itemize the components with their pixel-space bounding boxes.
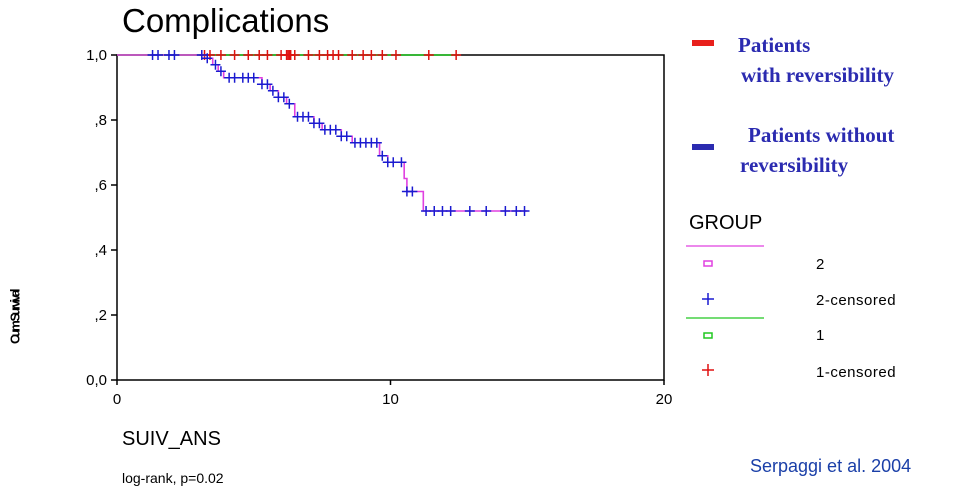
censor-mark-2-3	[169, 50, 180, 60]
legend-nonreversible-line1: Patients without	[748, 123, 895, 147]
censor-mark-1-3	[229, 50, 240, 60]
x-tick-label-1: 10	[382, 391, 399, 408]
censor-mark-1-21	[377, 50, 388, 60]
censor-mark-2-45	[481, 206, 492, 216]
legend-swatch-nonreversible	[692, 144, 714, 150]
legend-plus-2	[702, 293, 714, 305]
y-axis-label: Cum Survival	[7, 290, 23, 345]
censor-mark-2-34	[377, 150, 388, 161]
legend-square-1	[703, 332, 713, 339]
x-tick-label-0: 0	[113, 391, 121, 408]
legend-label-1-censored: 1-censored	[816, 364, 897, 381]
censor-mark-2-15	[267, 85, 278, 96]
censor-marks	[147, 50, 530, 216]
censor-mark-2-43	[445, 206, 456, 216]
legend-reversible-line1: Patients	[738, 33, 811, 57]
x-axis-label: SUIV_ANS	[122, 428, 221, 450]
citation: Serpaggi et al. 2004	[750, 456, 912, 476]
legend-label-1: 1	[816, 327, 825, 344]
censor-mark-1-20	[366, 50, 377, 60]
series-line-2	[117, 54, 528, 212]
log-rank-note: log-rank, p=0.02	[122, 470, 224, 486]
x-tick-label-2: 20	[656, 391, 673, 408]
survival-curves	[117, 54, 528, 212]
censor-mark-2-37	[396, 157, 407, 168]
censor-mark-2-28	[341, 131, 352, 142]
group-legend-markers	[686, 245, 764, 376]
y-tick-label-0: 0,0	[86, 372, 107, 389]
censor-mark-1-22	[390, 50, 401, 60]
censor-mark-2-6	[210, 59, 221, 70]
censor-mark-2-18	[284, 98, 295, 109]
censor-mark-1-17	[333, 50, 344, 60]
legend-swatch-reversible	[692, 40, 714, 46]
censor-mark-2-23	[314, 118, 325, 129]
censor-mark-2-26	[330, 124, 341, 135]
axes	[111, 54, 665, 385]
censor-mark-2-12	[248, 72, 259, 83]
chart-title: Complications	[122, 2, 330, 39]
legend-square-2	[703, 260, 713, 267]
censor-mark-1-23	[423, 50, 434, 60]
legend-plus-1	[702, 364, 714, 376]
censor-mark-1-2	[215, 50, 226, 60]
tick-labels: 0,0 ,2 ,4 ,6 ,8 1,0 0 10 20	[86, 47, 672, 408]
censor-mark-1-6	[262, 50, 273, 60]
censor-mark-1-24	[451, 50, 462, 60]
legend-nonreversible: Patients without reversibility	[740, 120, 895, 180]
censor-mark-1-18	[347, 50, 358, 60]
censor-mark-2-14	[262, 79, 273, 90]
censor-mark-2-48	[519, 206, 530, 216]
censor-mark-2-46	[500, 206, 511, 216]
legend-nonreversible-line2: reversibility	[740, 153, 849, 177]
legend-label-2-censored: 2-censored	[816, 292, 897, 309]
censor-mark-2-7	[215, 66, 226, 77]
censor-mark-2-1	[153, 50, 164, 60]
censor-mark-2-17	[278, 92, 289, 103]
y-tick-label-3: ,6	[94, 177, 107, 194]
censor-mark-1-12	[289, 50, 300, 60]
y-tick-label-5: 1,0	[86, 47, 107, 64]
censor-mark-2-39	[407, 186, 418, 197]
censor-mark-2-4	[196, 50, 207, 60]
group-legend-title: GROUP	[689, 212, 763, 234]
y-tick-label-1: ,2	[94, 307, 107, 324]
plot-frame	[116, 54, 665, 381]
censor-mark-2-21	[303, 111, 314, 122]
censor-mark-1-4	[243, 50, 254, 60]
legend-label-2: 2	[816, 256, 825, 273]
censor-mark-1-13	[303, 50, 314, 60]
censor-mark-2-5	[202, 53, 213, 64]
y-tick-label-2: ,4	[94, 242, 107, 259]
y-tick-label-4: ,8	[94, 112, 107, 129]
legend-reversible: Patients with reversibility	[738, 30, 894, 90]
legend-reversible-line2: with reversibility	[741, 63, 895, 87]
censor-mark-2-33	[371, 137, 382, 148]
censor-mark-2-44	[464, 206, 475, 216]
